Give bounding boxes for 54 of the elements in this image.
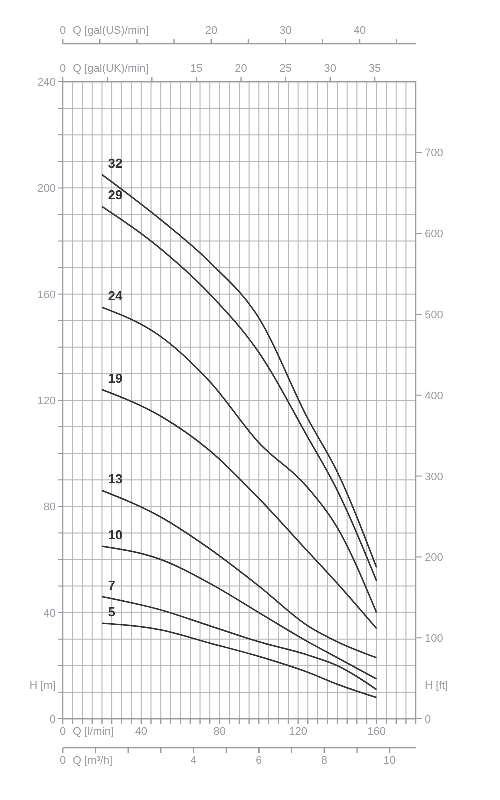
y2-tick-label: 300 <box>425 471 444 484</box>
y-tick-label: 40 <box>44 608 56 620</box>
x2-tick-label: 0 <box>60 63 66 75</box>
text: 6 <box>256 755 262 767</box>
series-label: 32 <box>108 156 123 171</box>
y-tick-label: 200 <box>38 183 56 196</box>
y-tick-label: 0 <box>50 714 56 726</box>
y2-axis-title: H [ft] <box>425 680 448 692</box>
series-label: 10 <box>108 527 123 542</box>
x-tick-label: 0 <box>60 726 66 738</box>
y2-tick-label: 500 <box>425 310 444 322</box>
y2-tick-label: 0 <box>425 714 432 726</box>
text: 40 <box>354 25 366 37</box>
series-label: 19 <box>108 370 123 386</box>
series-label: 5 <box>108 604 116 620</box>
y-tick-label: 160 <box>38 289 56 302</box>
x2-tick-label: 15 <box>190 63 203 75</box>
x-axis-title: Q [l/min] <box>73 726 114 738</box>
series-label: 7 <box>108 578 116 593</box>
line-series <box>101 596 378 691</box>
x2-axis-title: Q [gal(UK)/min] <box>73 63 149 75</box>
text: 0 <box>60 25 66 37</box>
y2-tick-label: 600 <box>425 228 444 241</box>
text: Q [gal(US)/min] <box>73 25 149 37</box>
y2-tick-label: 200 <box>425 552 444 564</box>
x2-tick-label: 35 <box>368 63 382 75</box>
text: 30 <box>280 25 292 37</box>
text: 8 <box>321 755 328 767</box>
series-label: 29 <box>108 188 123 203</box>
x2-tick-label: 30 <box>324 63 337 75</box>
x2-tick-label: 20 <box>235 63 248 75</box>
line-series <box>101 622 378 699</box>
y2-tick-label: 100 <box>425 633 444 646</box>
y-tick-label: 240 <box>38 77 56 89</box>
y2-tick-label: 400 <box>425 390 444 402</box>
line-series <box>101 389 378 630</box>
text: Q [m³/h] <box>73 755 113 767</box>
line-series <box>101 490 378 659</box>
x-tick-label: 120 <box>289 726 308 738</box>
text: 10 <box>384 755 396 767</box>
series-label: 24 <box>108 288 124 304</box>
text: 20 <box>205 25 218 37</box>
line-series <box>101 546 378 680</box>
y-tick-label: 80 <box>44 502 56 514</box>
x2-tick-label: 25 <box>280 63 292 75</box>
y2-tick-label: 700 <box>425 148 444 160</box>
x-tick-label: 40 <box>135 726 148 738</box>
y-axis-title: H [m] <box>30 680 56 692</box>
y-tick-label: 120 <box>38 396 56 408</box>
series-label: 13 <box>108 472 123 487</box>
text: 0 <box>60 755 66 767</box>
x-tick-label: 80 <box>214 726 226 738</box>
text: 4 <box>190 755 197 767</box>
x-tick-label: 160 <box>368 726 386 738</box>
